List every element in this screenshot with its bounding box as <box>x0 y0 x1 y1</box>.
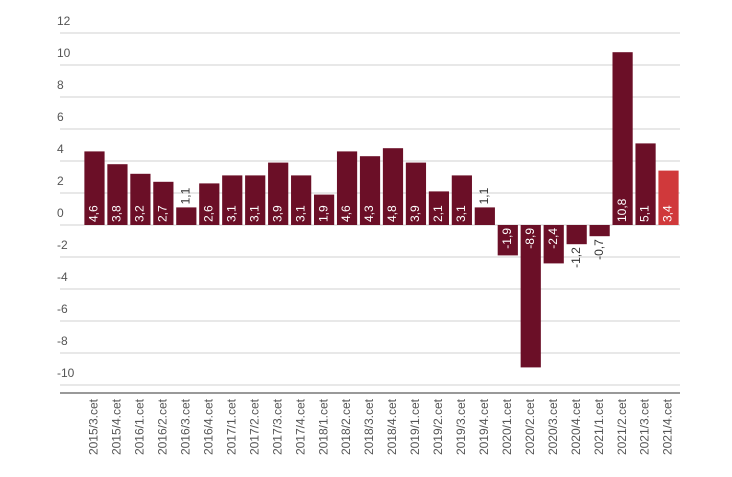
value-label: 3,4 <box>661 205 675 222</box>
value-label: 3,8 <box>110 205 124 222</box>
bar <box>612 52 633 226</box>
bar <box>589 225 610 237</box>
x-tick-label: 2019/1.cet <box>408 398 422 455</box>
y-tick-label: 2 <box>57 174 64 188</box>
value-label: -2,4 <box>546 228 560 249</box>
y-tick-label: 4 <box>57 142 64 156</box>
value-label: 3,1 <box>247 205 261 222</box>
bar <box>291 175 312 225</box>
bar <box>658 170 679 225</box>
value-label: 1,1 <box>178 187 192 204</box>
x-tick-label: 2020/1.cet <box>500 398 514 455</box>
x-tick-label: 2021/2.cet <box>615 398 629 455</box>
x-tick-label: 2016/2.cet <box>156 398 170 455</box>
x-tick-label: 2017/3.cet <box>270 398 284 455</box>
value-label: 3,9 <box>408 205 422 222</box>
x-tick-label: 2016/3.cet <box>178 398 192 455</box>
x-tick-label: 2021/4.cet <box>661 398 675 455</box>
bar <box>359 156 381 225</box>
y-tick-label: 6 <box>57 110 64 124</box>
bar <box>245 175 266 225</box>
value-label: 4,8 <box>385 205 399 222</box>
x-tick-label: 2020/2.cet <box>523 398 537 455</box>
x-tick-label: 2018/1.cet <box>316 398 330 455</box>
bar <box>497 225 518 256</box>
bar <box>130 173 151 225</box>
y-tick-label: -2 <box>57 238 68 252</box>
value-label: 10,8 <box>615 198 629 222</box>
value-label: 1,1 <box>477 187 491 204</box>
bar <box>199 183 220 225</box>
x-tick-label: 2016/4.cet <box>201 398 215 455</box>
bar <box>107 164 128 225</box>
bar <box>451 175 472 225</box>
y-tick-label: -6 <box>57 302 68 316</box>
x-tick-label: 2019/4.cet <box>477 398 491 455</box>
bar <box>428 191 450 225</box>
x-tick-label: 2018/4.cet <box>385 398 399 455</box>
value-label: -1,9 <box>500 228 514 249</box>
value-label: 3,1 <box>224 205 238 222</box>
bar <box>222 175 243 225</box>
x-tick-label: 2017/4.cet <box>293 398 307 455</box>
x-tick-label: 2020/3.cet <box>546 398 560 455</box>
y-tick-label: -8 <box>57 334 68 348</box>
value-label: 1,9 <box>316 205 330 222</box>
value-label: -8,9 <box>523 228 537 249</box>
x-tick-label: 2021/3.cet <box>638 398 652 455</box>
y-tick-label: 0 <box>57 206 64 220</box>
bar <box>84 151 105 225</box>
bar <box>520 225 541 368</box>
bar <box>153 181 174 225</box>
value-label: 4,3 <box>362 205 376 222</box>
bar <box>635 143 656 225</box>
value-label: 3,2 <box>133 205 147 222</box>
value-label: 2,1 <box>431 205 445 222</box>
value-label: 5,1 <box>638 205 652 222</box>
value-label: 2,6 <box>201 205 215 222</box>
bar <box>268 162 289 225</box>
x-tick-label: 2019/2.cet <box>431 398 445 455</box>
x-tick-label: 2018/3.cet <box>362 398 376 455</box>
value-label: 4,6 <box>87 205 101 222</box>
x-tick-label: 2019/3.cet <box>454 398 468 455</box>
bar <box>176 207 197 225</box>
y-tick-label: -10 <box>57 366 75 380</box>
bar <box>313 194 335 225</box>
x-tick-label: 2015/4.cet <box>110 398 124 455</box>
bar <box>474 207 495 225</box>
value-label: 3,1 <box>454 205 468 222</box>
y-tick-label: 12 <box>57 14 71 28</box>
bar <box>543 225 564 264</box>
value-label: -1,2 <box>569 247 583 268</box>
value-label: 3,9 <box>270 205 284 222</box>
y-tick-label: -4 <box>57 270 68 284</box>
x-tick-label: 2017/1.cet <box>224 398 238 455</box>
y-tick-label: 8 <box>57 78 64 92</box>
x-tick-label: 2021/1.cet <box>592 398 606 455</box>
bar <box>336 151 358 225</box>
x-tick-label: 2017/2.cet <box>247 398 261 455</box>
bar <box>405 162 427 225</box>
bar <box>566 225 587 245</box>
bar <box>382 148 404 225</box>
x-tick-label: 2018/2.cet <box>339 398 353 455</box>
value-label: 3,1 <box>293 205 307 222</box>
value-label: 2,7 <box>156 205 170 222</box>
y-tick-label: 10 <box>57 46 71 60</box>
x-tick-label: 2015/3.cet <box>87 398 101 455</box>
value-label: -0,7 <box>592 239 606 260</box>
x-tick-label: 2016/1.cet <box>133 398 147 455</box>
value-label: 4,6 <box>339 205 353 222</box>
x-tick-label: 2020/4.cet <box>569 398 583 455</box>
